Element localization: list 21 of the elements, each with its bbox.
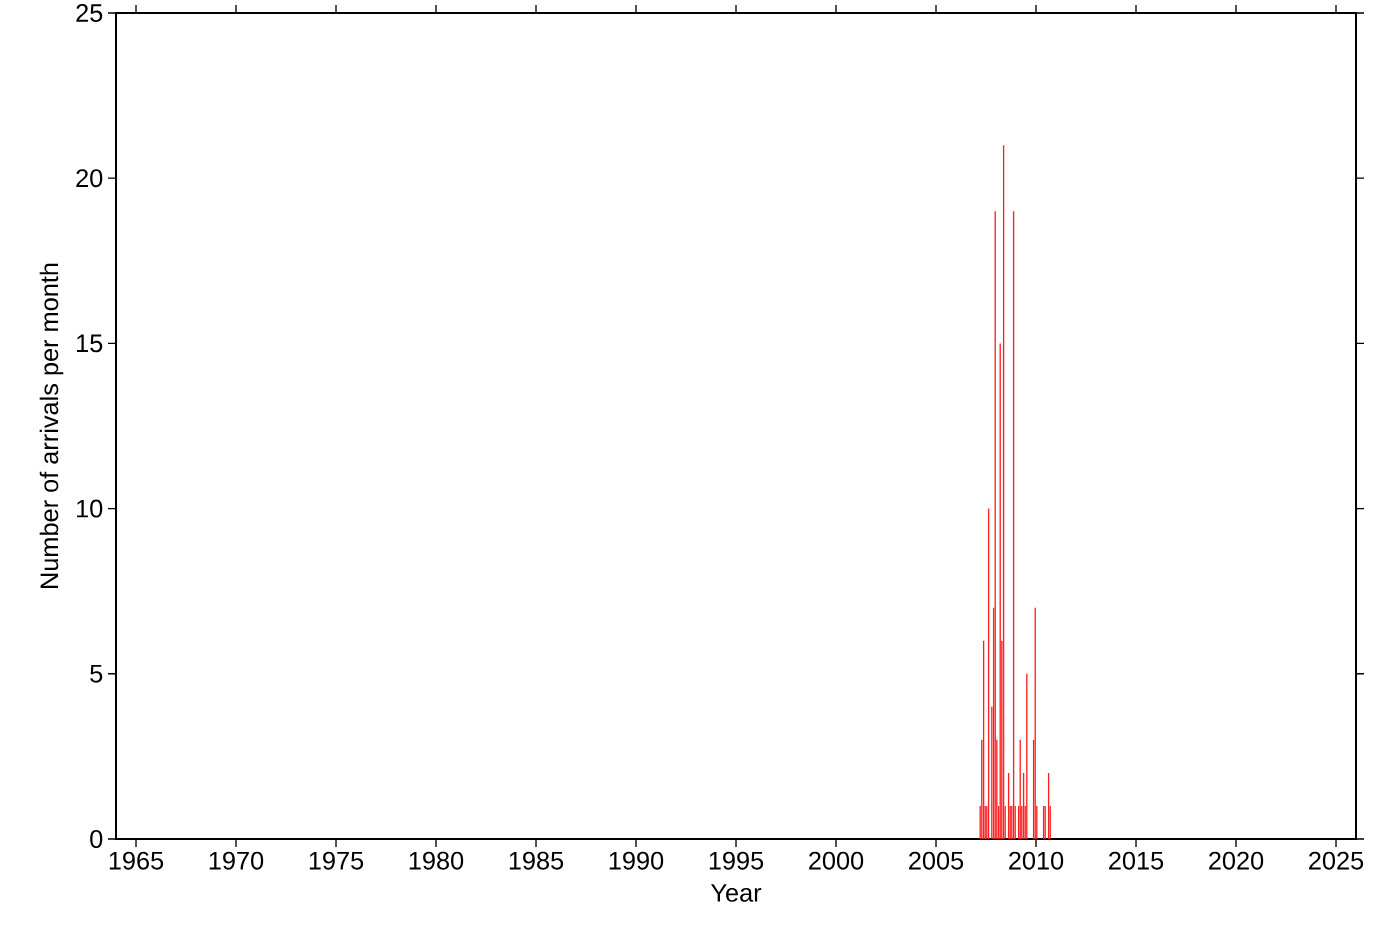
y-axis-title: Number of arrivals per month	[39, 263, 64, 588]
x-tick-label: 1985	[509, 851, 564, 870]
x-tick-label: 1980	[409, 851, 464, 870]
x-tick-label: 2000	[809, 851, 864, 870]
y-tick-label: 0	[90, 830, 103, 848]
x-tick-label: 2020	[1209, 851, 1264, 870]
y-tick-label: 15	[77, 334, 103, 353]
x-tick-label: 1970	[209, 851, 264, 870]
y-tick-label: 10	[77, 499, 103, 518]
y-tick-label: 25	[76, 4, 103, 22]
x-tick-label: 2010	[1009, 851, 1064, 870]
x-tick-label: 1990	[609, 851, 664, 870]
y-tick-label: 5	[90, 664, 103, 683]
x-tick-label: 1995	[709, 851, 764, 870]
x-tick-label: 2025	[1309, 851, 1364, 870]
x-tick-label: 1975	[309, 851, 364, 870]
x-tick-label: 2015	[1109, 851, 1164, 870]
y-tick-label: 20	[76, 169, 103, 188]
x-tick-label: 1965	[109, 851, 164, 870]
x-axis-title: Year	[710, 884, 762, 902]
x-tick-label: 2005	[909, 851, 964, 870]
